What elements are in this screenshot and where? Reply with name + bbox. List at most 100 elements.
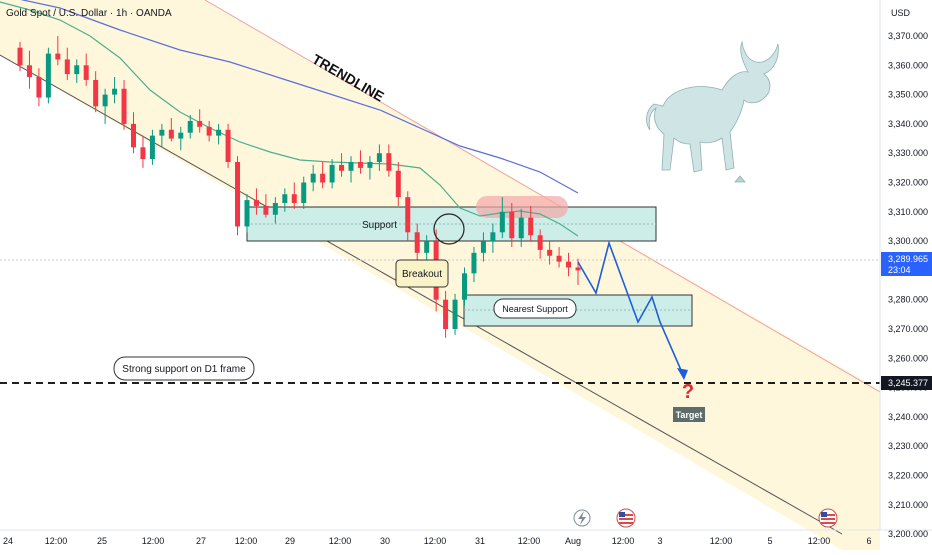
candle-body bbox=[140, 147, 146, 160]
us-flag-event-icon[interactable] bbox=[616, 508, 636, 528]
candle-body bbox=[168, 129, 174, 139]
candle bbox=[348, 156, 354, 183]
candle-body bbox=[112, 88, 118, 95]
candle bbox=[301, 176, 307, 209]
time-tick-label: 12:00 bbox=[45, 536, 68, 546]
candle-body bbox=[253, 200, 259, 206]
candle bbox=[291, 182, 297, 209]
candle bbox=[386, 144, 392, 177]
time-tick-label: 30 bbox=[380, 536, 390, 546]
time-tick-label: 12:00 bbox=[710, 536, 733, 546]
candle-body bbox=[367, 161, 373, 168]
time-tick-label: 6 bbox=[866, 536, 871, 546]
ma-green-line bbox=[0, 1, 579, 237]
candle-body bbox=[566, 261, 572, 268]
candle-body bbox=[263, 205, 269, 215]
price-tick-label: 3,310.000 bbox=[888, 207, 928, 217]
candle-body bbox=[320, 173, 326, 183]
target-price-badge[interactable] bbox=[881, 376, 932, 390]
current-price-countdown: 23:04 bbox=[888, 265, 911, 275]
price-tick-label: 3,240.000 bbox=[888, 412, 928, 422]
candle bbox=[102, 88, 108, 124]
support-label: Support bbox=[362, 220, 397, 231]
time-ticks[interactable]: 24 12:00 25 12:00 27 12:00 29 12:00 30 12:00 31 12:… bbox=[3, 536, 872, 546]
time-tick-label: 12:00 bbox=[142, 536, 165, 546]
current-price-badge[interactable] bbox=[881, 252, 932, 276]
candle-body bbox=[575, 267, 581, 271]
lightning-event-icon[interactable] bbox=[573, 509, 591, 527]
candle-body bbox=[339, 164, 345, 171]
candle bbox=[45, 47, 51, 104]
candle bbox=[320, 161, 326, 189]
candle-body bbox=[93, 79, 99, 107]
candle-body bbox=[149, 135, 155, 160]
candle bbox=[376, 144, 382, 171]
breakout-callout[interactable] bbox=[395, 259, 449, 288]
candle-body bbox=[462, 273, 468, 300]
candle bbox=[528, 205, 534, 242]
candle-body bbox=[64, 59, 70, 75]
candle-body bbox=[395, 170, 401, 198]
candle-body bbox=[102, 94, 108, 107]
strong-support-callout[interactable] bbox=[113, 356, 255, 381]
candle-body bbox=[55, 53, 61, 60]
candle bbox=[206, 120, 212, 142]
target-badge[interactable] bbox=[673, 407, 705, 422]
candle-body bbox=[443, 299, 449, 329]
candle bbox=[159, 123, 165, 148]
price-tick-label: 3,340.000 bbox=[888, 119, 928, 129]
candle bbox=[235, 156, 241, 236]
price-tick-label: 3,300.000 bbox=[888, 236, 928, 246]
nearest-support-callout[interactable] bbox=[493, 298, 577, 319]
candle-body bbox=[348, 161, 354, 171]
price-tick-label: 3,230.000 bbox=[888, 441, 928, 451]
candle bbox=[55, 36, 61, 66]
candle bbox=[187, 115, 193, 139]
price-tick-label: 3,260.000 bbox=[888, 353, 928, 363]
price-ticks: 3,370.000 3,360.000 3,350.000 3,340.000 3,33… bbox=[888, 31, 928, 539]
candle-body bbox=[178, 132, 184, 139]
target-price-value: 3,245.377 bbox=[888, 378, 928, 388]
projection-arrowhead bbox=[677, 368, 688, 380]
candle-body bbox=[518, 217, 524, 239]
candle-body bbox=[329, 164, 335, 183]
channel-lower-line[interactable] bbox=[0, 54, 843, 535]
candle bbox=[518, 208, 524, 247]
candle bbox=[537, 229, 543, 259]
candle bbox=[83, 53, 89, 86]
strong-support-label: Strong support on D1 frame bbox=[122, 364, 246, 375]
time-tick-label: 12:00 bbox=[518, 536, 541, 546]
projection-path[interactable] bbox=[577, 240, 685, 378]
time-tick-label: 5 bbox=[767, 536, 772, 546]
candle-body bbox=[471, 252, 477, 274]
candle bbox=[216, 123, 222, 145]
candle bbox=[253, 188, 259, 215]
candle-body bbox=[424, 241, 430, 253]
breakout-circle[interactable] bbox=[433, 213, 465, 245]
time-tick-label: 12:00 bbox=[424, 536, 447, 546]
candle bbox=[244, 194, 250, 233]
candle-body bbox=[235, 161, 241, 227]
bull-icon bbox=[646, 40, 779, 183]
time-tick-label: 12:00 bbox=[329, 536, 352, 546]
price-tick-label: 3,320.000 bbox=[888, 178, 928, 188]
price-tick-label: 3,200.000 bbox=[888, 529, 928, 539]
candle bbox=[499, 197, 505, 239]
candle-body bbox=[206, 126, 212, 136]
us-flag-event-icon-2[interactable] bbox=[818, 508, 838, 528]
price-tick-label: 3,220.000 bbox=[888, 471, 928, 481]
time-tick-label: 3 bbox=[657, 536, 662, 546]
candle bbox=[490, 223, 496, 253]
price-tick-label: 3,280.000 bbox=[888, 295, 928, 305]
candle bbox=[471, 246, 477, 283]
candle bbox=[367, 156, 373, 180]
candle bbox=[121, 79, 127, 130]
candle bbox=[357, 150, 363, 174]
candle-body bbox=[301, 182, 307, 204]
symbol-title[interactable]: Gold Spot / U.S. Dollar · 1h · OANDA bbox=[6, 8, 172, 19]
candle-body bbox=[26, 65, 32, 78]
candle bbox=[339, 153, 345, 177]
price-tick-label: 3,330.000 bbox=[888, 148, 928, 158]
candle bbox=[556, 246, 562, 268]
